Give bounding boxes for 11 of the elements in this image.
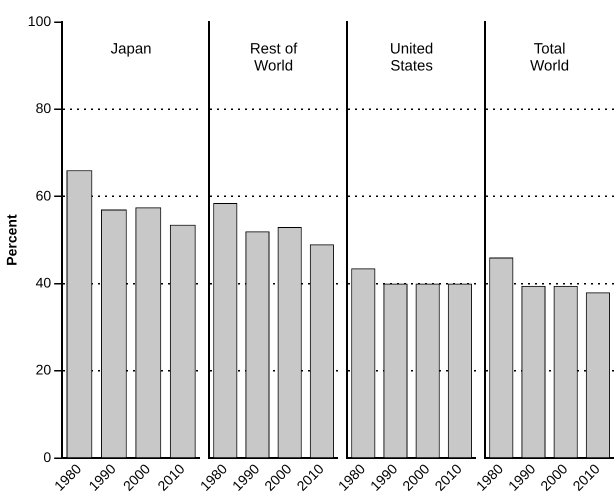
y-tick-label: 60 xyxy=(36,187,52,204)
text: Japan xyxy=(110,40,152,58)
y-tick-label: 100 xyxy=(28,12,52,29)
text: Rest of World xyxy=(250,40,298,75)
y-tick-label: 0 xyxy=(43,448,52,465)
y-tick-label: 80 xyxy=(36,100,52,116)
y-tick-label: 40 xyxy=(36,274,52,291)
y-axis-title: Percent xyxy=(3,214,20,266)
y-tick-label: 20 xyxy=(36,362,52,378)
text: United States xyxy=(390,40,434,75)
text: Total World xyxy=(530,40,570,75)
